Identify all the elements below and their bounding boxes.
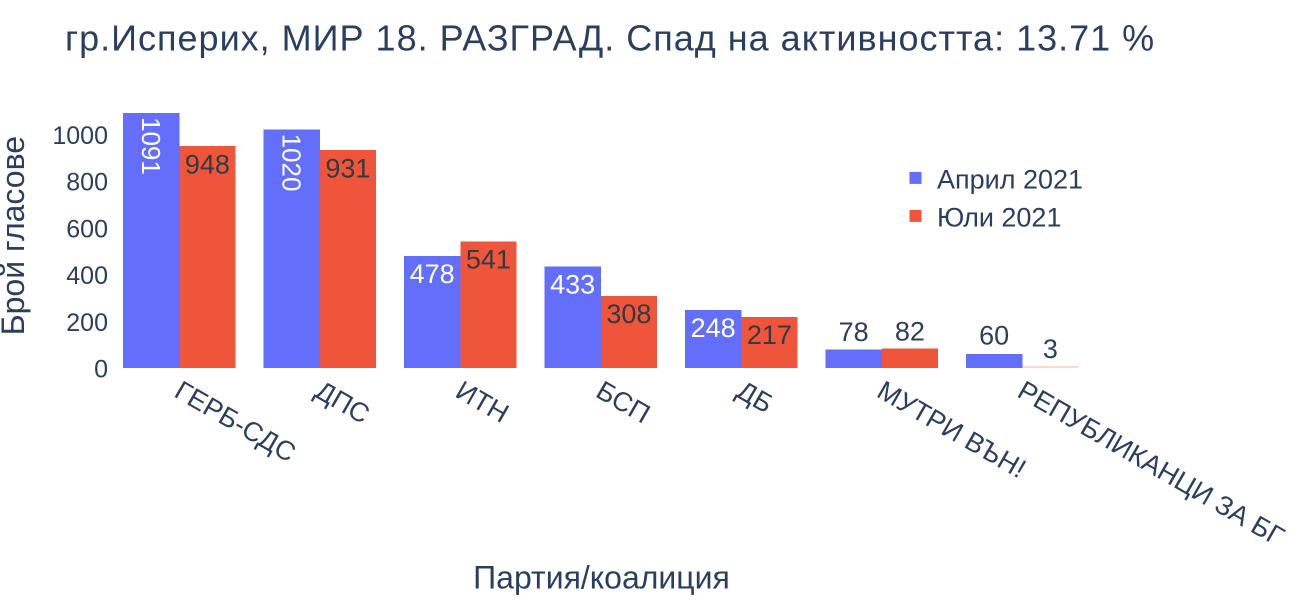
- svg-text:541: 541: [466, 245, 511, 275]
- svg-text:217: 217: [747, 320, 792, 350]
- svg-text:1091: 1091: [136, 117, 166, 175]
- svg-text:400: 400: [66, 262, 108, 290]
- svg-text:Юли 2021: Юли 2021: [937, 203, 1061, 233]
- svg-text:1020: 1020: [277, 134, 307, 192]
- svg-text:433: 433: [550, 270, 595, 300]
- svg-text:60: 60: [979, 321, 1009, 351]
- svg-text:82: 82: [895, 316, 925, 346]
- svg-text:гр.Исперих, МИР 18. РАЗГРАД. С: гр.Исперих, МИР 18. РАЗГРАД. Спад на акт…: [65, 18, 1155, 59]
- svg-text:78: 78: [839, 317, 869, 347]
- svg-text:1000: 1000: [52, 122, 108, 150]
- svg-text:Април 2021: Април 2021: [937, 165, 1083, 195]
- svg-text:478: 478: [410, 259, 455, 289]
- svg-text:Партия/коалиция: Партия/коалиция: [473, 559, 730, 595]
- svg-text:200: 200: [66, 309, 108, 337]
- svg-text:0: 0: [94, 355, 108, 383]
- svg-text:931: 931: [325, 153, 370, 183]
- svg-text:248: 248: [691, 313, 736, 343]
- svg-text:800: 800: [66, 169, 108, 197]
- svg-text:3: 3: [1043, 334, 1058, 364]
- svg-text:308: 308: [606, 299, 651, 329]
- svg-text:Брой гласове: Брой гласове: [0, 136, 31, 335]
- svg-text:600: 600: [66, 215, 108, 243]
- svg-text:948: 948: [185, 149, 230, 179]
